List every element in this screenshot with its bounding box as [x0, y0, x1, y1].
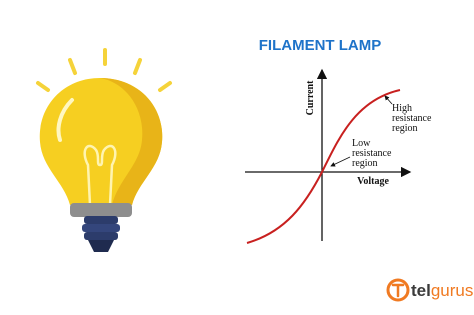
- annotation-line: resistance: [392, 113, 432, 124]
- title: FILAMENT LAMP: [259, 37, 381, 54]
- high-annotation: High resistance region: [384, 95, 432, 134]
- logo-part: gurus: [431, 281, 474, 300]
- x-axis-label: Voltage: [357, 176, 389, 187]
- annotation-line: resistance: [352, 148, 392, 159]
- logo-part: tel: [411, 281, 431, 300]
- y-axis-label: Current: [305, 80, 316, 115]
- annotation-line: region: [352, 158, 378, 169]
- annotation-line: Low: [352, 138, 371, 149]
- i-v-curve: [246, 89, 401, 244]
- light-bulb: [36, 48, 172, 252]
- logo-text: telgurus: [411, 281, 473, 300]
- logo: telgurus: [386, 278, 473, 302]
- annotation-line: region: [392, 123, 418, 134]
- low-annotation: Low resistance region: [330, 138, 392, 169]
- annotation-line: High: [392, 103, 412, 114]
